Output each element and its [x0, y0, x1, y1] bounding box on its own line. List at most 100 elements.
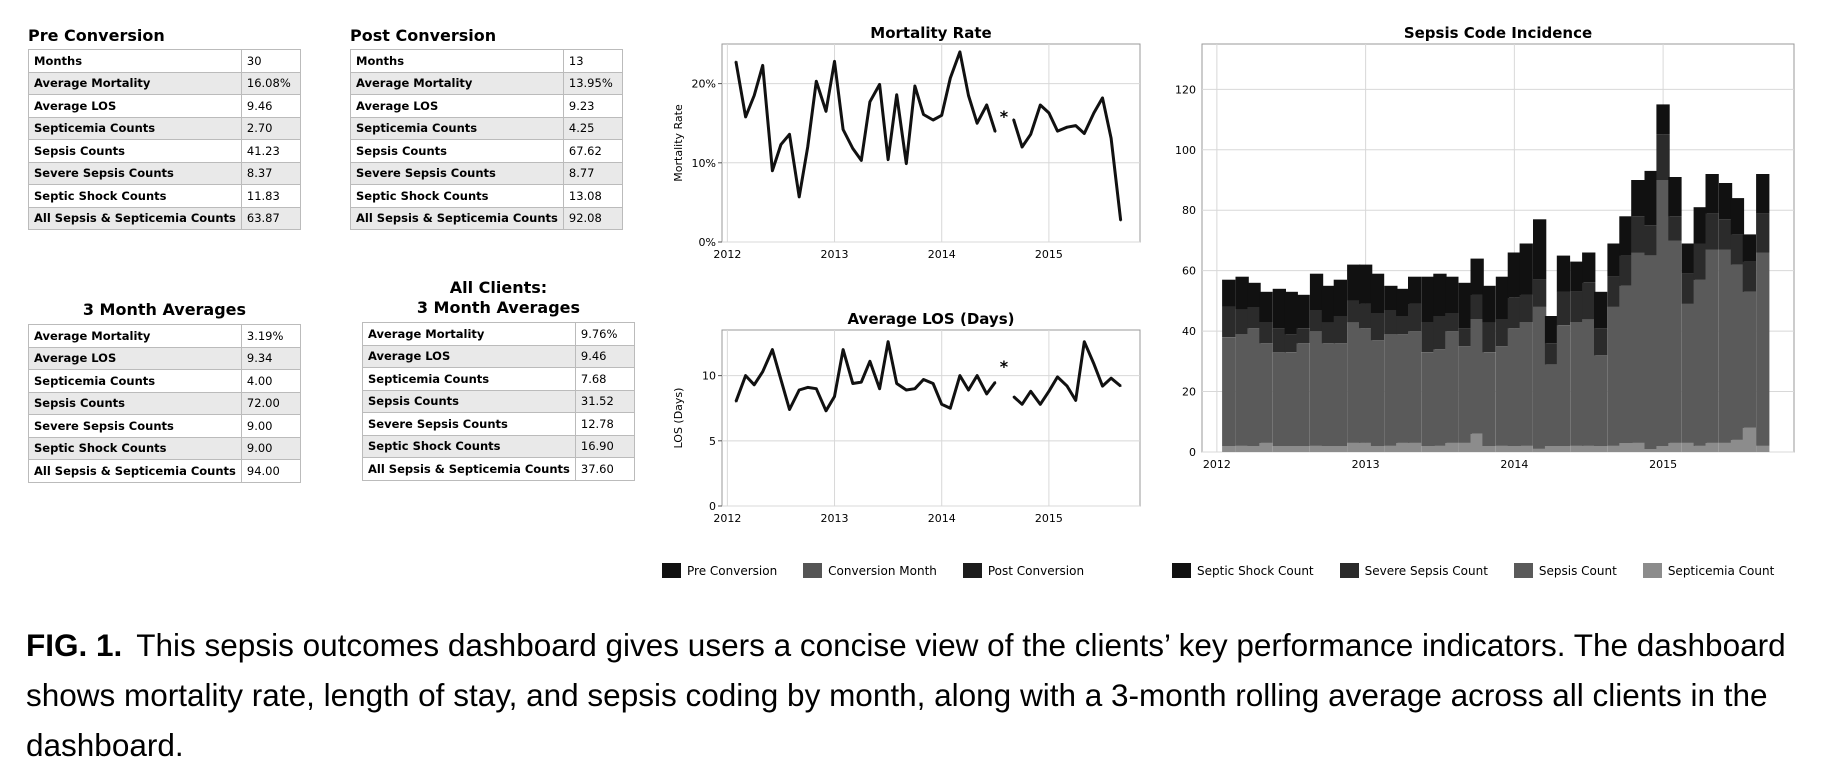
table-row: All Sepsis & Septicemia Counts 94.00	[28, 459, 301, 483]
x-tick-label: 2012	[713, 512, 741, 525]
bar-segment	[1705, 213, 1719, 250]
bar-segment	[1594, 355, 1608, 446]
bar-segment	[1544, 364, 1559, 446]
bar-segment	[1644, 170, 1658, 226]
row-value: 41.23	[240, 139, 301, 163]
data-point	[744, 116, 747, 118]
table-row: All Sepsis & Septicemia Counts 63.87	[28, 206, 301, 230]
data-point	[806, 146, 809, 148]
bar-segment	[1742, 234, 1756, 262]
bar-segment	[1384, 285, 1398, 310]
table-row: Septicemia Counts 4.00	[28, 369, 301, 393]
data-point	[1110, 377, 1112, 379]
data-point	[735, 400, 737, 403]
legend-label: Pre Conversion	[687, 563, 778, 578]
y-tick-label: 100	[1175, 144, 1196, 157]
data-point	[895, 93, 898, 96]
table-row: Average Mortality 16.08%	[28, 71, 301, 95]
legend-item: Post Conversion	[962, 563, 1084, 578]
bar-segment	[1607, 276, 1621, 307]
row-label: Severe Sepsis Counts	[350, 161, 564, 185]
row-value: 11.83	[240, 184, 301, 208]
row-label: Months	[350, 49, 564, 73]
table-row: Average LOS 9.46	[28, 94, 301, 118]
bar-segment	[1296, 328, 1310, 344]
bar-segment	[1284, 334, 1298, 353]
bar-segment	[1359, 442, 1373, 452]
bar-segment	[1470, 433, 1484, 452]
bar-segment	[1296, 343, 1310, 446]
data-point	[1083, 340, 1086, 343]
bar-segment	[1705, 249, 1719, 443]
bar-segment	[1445, 331, 1459, 443]
data-point	[761, 370, 764, 373]
bar-segment	[1458, 346, 1472, 443]
bar-segment	[1631, 252, 1645, 443]
bar-segment	[1582, 319, 1596, 446]
bar-segment	[1507, 446, 1521, 452]
data-point	[1066, 126, 1068, 128]
row-value: 4.25	[562, 116, 623, 140]
pre-conversion-table-block: Pre Conversion Months 30 Average Mortality…	[28, 26, 301, 230]
data-point	[1048, 112, 1050, 114]
bar-segment	[1507, 252, 1521, 298]
row-label: Septic Shock Counts	[350, 184, 564, 208]
bar-segment	[1408, 303, 1422, 332]
bar-segment	[1384, 310, 1398, 335]
legend-swatch	[1339, 563, 1359, 578]
table-row: Average Mortality 9.76%	[362, 322, 635, 346]
bar-segment	[1408, 442, 1422, 452]
bar-segment	[1247, 446, 1261, 452]
row-label: Septic Shock Counts	[362, 434, 576, 458]
bar-segment	[1433, 349, 1447, 446]
bar-segment	[1370, 340, 1385, 446]
row-value: 16.90	[574, 434, 635, 458]
row-value: 8.37	[240, 161, 301, 185]
bar-segment	[1742, 291, 1756, 428]
data-point	[887, 158, 889, 161]
bar-segment	[1309, 331, 1324, 446]
bar-segment	[1247, 328, 1261, 446]
row-label: All Sepsis & Septicemia Counts	[28, 459, 242, 483]
bar-segment	[1482, 285, 1496, 323]
figure-caption-text: This sepsis outcomes dashboard gives use…	[26, 627, 1786, 763]
bar-segment	[1631, 216, 1645, 253]
figure-label: FIG. 1.	[26, 627, 123, 663]
bar-segment	[1458, 328, 1472, 347]
bar-segment	[1222, 337, 1236, 446]
bar-segment	[1693, 279, 1707, 446]
chart-title: Sepsis Code Incidence	[1404, 24, 1592, 42]
row-label: All Sepsis & Septicemia Counts	[350, 206, 564, 230]
data-point	[1012, 395, 1015, 398]
bar-segment	[1730, 264, 1745, 440]
data-point	[1074, 399, 1077, 402]
y-tick-label: 10	[702, 370, 716, 383]
bar-segment	[1730, 439, 1745, 452]
x-tick-label: 2014	[928, 512, 956, 525]
bar-segment	[1570, 291, 1584, 322]
data-point	[780, 378, 782, 381]
bar-segment	[1556, 291, 1571, 325]
legend-item: Septic Shock Count	[1172, 563, 1314, 578]
legend-item: Pre Conversion	[662, 563, 777, 578]
bar-segment	[1519, 446, 1533, 452]
legend-label: Severe Sepsis Count	[1364, 563, 1488, 578]
post-conversion-table-block: Post Conversion Months 13 Average Mortalit…	[350, 26, 623, 230]
data-point	[771, 348, 774, 351]
conversion-legend: Pre Conversion Conversion Month Post Conve…	[662, 563, 1110, 578]
bar-segment	[1333, 316, 1347, 344]
row-label: Average LOS	[28, 346, 242, 370]
row-value: 4.00	[240, 369, 301, 393]
data-point	[735, 60, 737, 63]
bar-segment	[1519, 243, 1533, 295]
row-value: 30	[240, 49, 301, 73]
data-point	[869, 101, 871, 103]
data-point	[1039, 104, 1042, 106]
row-value: 9.46	[240, 94, 301, 118]
row-label: Severe Sepsis Counts	[362, 412, 576, 436]
legend-swatch	[1513, 563, 1533, 578]
x-tick-label: 2015	[1035, 248, 1063, 261]
legend-swatch	[803, 563, 823, 578]
table-row: All Sepsis & Septicemia Counts 37.60	[362, 457, 635, 481]
row-value: 8.77	[562, 161, 623, 185]
